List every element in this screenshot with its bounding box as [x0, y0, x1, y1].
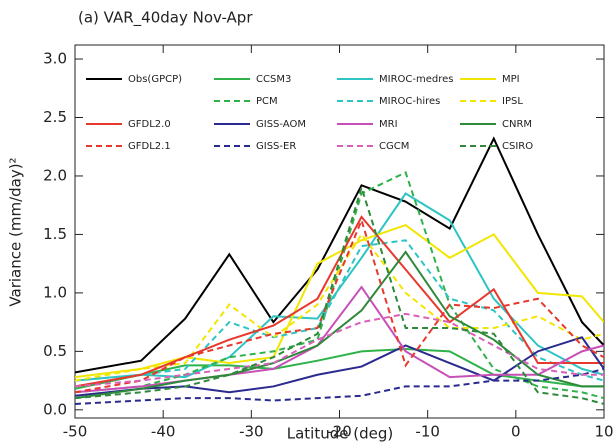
series-line	[75, 250, 604, 400]
series-line	[75, 192, 604, 382]
legend-label: GFDL2.0	[128, 119, 171, 130]
legend-label: GISS-AOM	[256, 119, 306, 130]
x-tick-label: -10	[415, 423, 440, 441]
legend-label: CNRM	[502, 119, 532, 130]
series-line	[75, 239, 604, 382]
series-line	[75, 367, 604, 405]
legend-label: GFDL2.1	[128, 141, 171, 152]
legend-label: MRI	[379, 119, 398, 130]
y-tick-label: 0.0	[43, 400, 67, 418]
x-tick-label: 0	[511, 423, 521, 441]
series-line	[75, 136, 604, 374]
legend-label: CCSM3	[256, 74, 291, 85]
x-tick-label: -50	[63, 423, 88, 441]
legend-label: GISS-ER	[256, 141, 296, 152]
y-tick-label: 1.0	[43, 283, 67, 301]
x-tick-label: -30	[239, 423, 264, 441]
legend-label: PCM	[256, 96, 278, 107]
chart-title: (a) VAR_40day Nov-Apr	[78, 9, 253, 28]
y-tick-label: 0.5	[43, 342, 67, 360]
legend-label: IPSL	[502, 96, 523, 107]
series-line	[75, 215, 604, 388]
legend-label: MIROC-medres	[379, 74, 453, 85]
y-tick-label: 2.0	[43, 166, 67, 184]
series-line	[75, 217, 604, 394]
legend-label: CSIRO	[502, 141, 533, 152]
x-tick-label: -40	[151, 423, 176, 441]
lines	[75, 136, 604, 405]
legend-label: CGCM	[379, 141, 409, 152]
x-tick-label: 10	[594, 423, 613, 441]
y-tick-label: 3.0	[43, 50, 67, 68]
legend-label: MIROC-hires	[379, 96, 440, 107]
y-tick-label: 1.5	[43, 225, 67, 243]
y-axis-label: Variance (mm/day)²	[7, 157, 25, 306]
legend-label: Obs(GPCP)	[128, 74, 182, 85]
x-tick-label: -20	[327, 423, 352, 441]
series-line	[75, 184, 604, 405]
series-line	[75, 312, 604, 388]
x-axis-label: Latitude (deg)	[287, 425, 393, 443]
series-line	[75, 232, 604, 382]
y-tick-label: 2.5	[43, 108, 67, 126]
legend-label: MPI	[502, 74, 520, 85]
